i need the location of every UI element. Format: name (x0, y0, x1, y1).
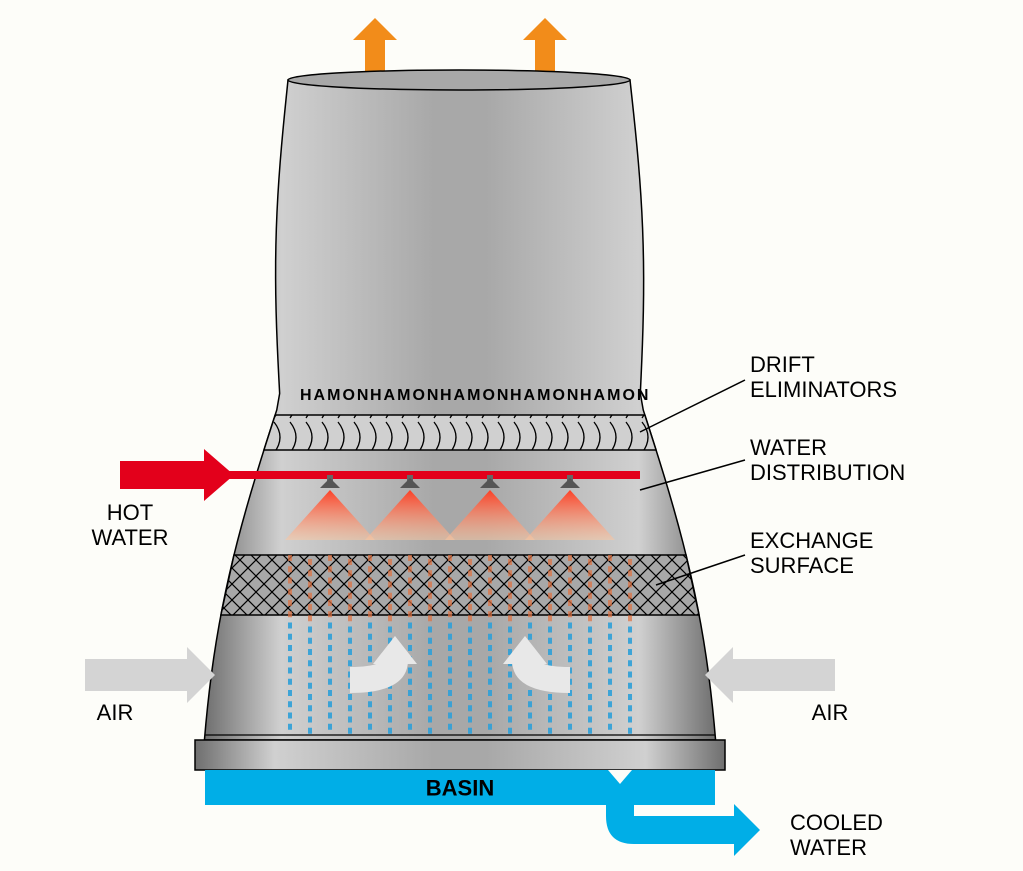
tower-rim (288, 70, 630, 90)
water-distribution-label: WATER (750, 435, 827, 460)
air-right-label: AIR (812, 700, 849, 725)
hot-water-label: WATER (92, 525, 169, 550)
tower-shell (204, 80, 715, 740)
hot-water-pipe (210, 471, 640, 479)
cooled-water-label: COOLED (790, 810, 883, 835)
watermark-text: HAMON (510, 387, 580, 404)
drift-eliminators (264, 415, 656, 450)
drift-label: DRIFT (750, 352, 815, 377)
cooling-tower-diagram: HAMONHAMONHAMONHAMONHAMONBASINHOTWATERAI… (0, 0, 1023, 871)
watermark-text: HAMON (370, 387, 440, 404)
exchange-surface-label: SURFACE (750, 553, 854, 578)
air-left-label: AIR (97, 700, 134, 725)
exchange-surface-label: EXCHANGE (750, 528, 873, 553)
watermark-text: HAMON (580, 387, 650, 404)
drift-label: ELIMINATORS (750, 377, 897, 402)
basin-label: BASIN (426, 776, 494, 801)
water-distribution-label: DISTRIBUTION (750, 460, 905, 485)
cooled-water-label: WATER (790, 835, 867, 860)
watermark-text: HAMON (440, 387, 510, 404)
watermark-text: HAMON (300, 387, 370, 404)
hot-water-label: HOT (107, 500, 153, 525)
base-slab (195, 740, 725, 770)
exchange-surface (221, 555, 699, 615)
